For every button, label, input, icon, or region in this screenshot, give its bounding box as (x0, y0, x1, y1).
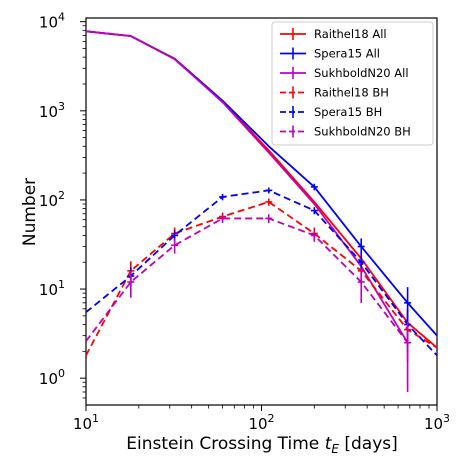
y-tick-label: 104 (39, 11, 65, 32)
series-line (86, 201, 437, 356)
legend-entry: Spera15 All (280, 47, 380, 61)
legend-entry: SukhboldN20 BH (280, 125, 411, 139)
legend-entry: Spera15 BH (280, 105, 382, 119)
legend-label: SukhboldN20 BH (314, 125, 411, 139)
x-tick-label: 103 (424, 412, 450, 433)
series-layer (86, 30, 437, 392)
y-tick-label: 101 (39, 278, 65, 299)
y-tick-label: 102 (39, 189, 65, 210)
series-line (86, 189, 437, 357)
series-line (86, 30, 409, 344)
y-tick-label: 103 (39, 100, 65, 121)
series-sukhboldn20-all (86, 30, 409, 344)
series-spera15-bh (86, 187, 437, 357)
y-axis-label: Number (20, 178, 40, 246)
legend-label: Raithel18 BH (314, 86, 389, 100)
x-tick-label: 102 (248, 412, 274, 433)
legend: Raithel18 All Spera15 All SukhboldN20 All R… (271, 21, 434, 146)
x-tick-label: 101 (73, 412, 99, 433)
x-axis-ticks: 101 102 103 (73, 405, 450, 433)
y-axis-ticks: 100 101 102 103 104 (39, 11, 86, 399)
x-axis-label: Einstein Crossing Time tE [days] (126, 434, 398, 456)
legend-label: Raithel18 All (314, 27, 387, 41)
legend-box (271, 21, 434, 146)
legend-entry: SukhboldN20 All (280, 66, 409, 80)
series-raithel18-bh (86, 198, 437, 363)
legend-entry: Raithel18 All (280, 27, 387, 41)
legend-label: SukhboldN20 All (314, 66, 409, 80)
y-tick-label: 100 (39, 367, 65, 388)
legend-label: Spera15 BH (314, 105, 382, 119)
series-sukhboldn20-bh (86, 214, 412, 392)
series-line (86, 217, 409, 344)
legend-label: Spera15 All (314, 47, 380, 61)
legend-entry: Raithel18 BH (280, 86, 389, 100)
